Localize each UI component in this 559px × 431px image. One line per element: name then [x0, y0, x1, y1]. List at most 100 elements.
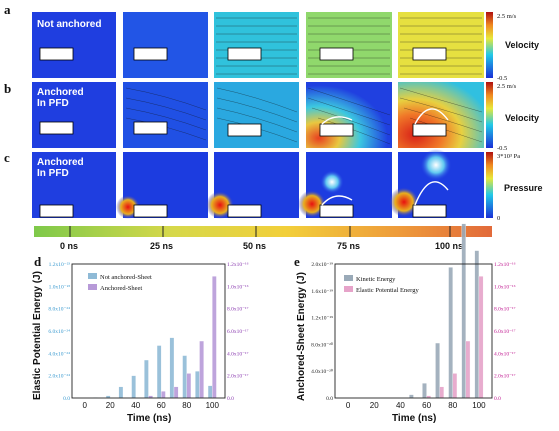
- x-tick-label: 0: [83, 401, 88, 410]
- bar: [478, 276, 484, 399]
- x-tick-label: 0: [346, 401, 351, 410]
- x-tick-label: 40: [131, 401, 140, 410]
- y-axis-label: Anchored-Sheet Energy (J): [296, 272, 307, 401]
- substrate-block: [412, 123, 447, 137]
- velocity-map: [398, 82, 484, 148]
- timeline-label: 50 ns: [243, 241, 266, 251]
- x-tick-label: 100: [206, 401, 220, 410]
- chart-d-ticks-left: 0.0 2.0x10⁻²⁴ 4.0x10⁻²⁴ 6.0x10⁻²⁴ 8.0x10⁻²⁴ 1…: [48, 262, 70, 402]
- timeline-bar: [34, 226, 492, 237]
- chart-d-bars: [93, 276, 217, 399]
- bar: [461, 223, 466, 399]
- x-tick-label: 100: [472, 401, 486, 410]
- y2-tick-label: 0.0: [227, 396, 234, 402]
- bar: [474, 250, 480, 399]
- y-tick-label: 0.0: [326, 396, 333, 402]
- panel-b-row: b Anchored In PFD 2.5 m/s -0.5 Velocity: [4, 81, 539, 152]
- chart-d: d 0.0 2.0x10⁻²⁴ 4.0x10⁻²⁴ 6.0x10⁻²⁴ 8.0x10⁻²…: [32, 254, 249, 424]
- bar: [435, 342, 440, 399]
- x-axis-label: Time (ns): [392, 413, 436, 424]
- timeline-label: 100 ns: [435, 241, 463, 251]
- panel-c-row: c Anchored In PFD 3*10³ Pa 0 Pressure: [4, 149, 543, 222]
- y-tick-label: 0.0: [63, 396, 70, 402]
- velocity-map: [306, 12, 392, 78]
- bar: [212, 276, 217, 399]
- chart-e: e 0.0 4.0x10⁻²⁰ 8.0x10⁻²⁰ 1.2x10⁻¹⁹ 1.6x10⁻¹…: [294, 223, 516, 424]
- legend-label: Not anchored-Sheet: [100, 274, 152, 281]
- y2-tick-label: 4.0x10⁻¹⁷: [494, 351, 516, 357]
- x-tick-label: 80: [182, 401, 191, 410]
- legend-swatch: [344, 286, 353, 292]
- chart-d-xticks: 0 20 40 60 80 100: [83, 401, 220, 410]
- plot-frame: [71, 263, 226, 399]
- velocity-map: [214, 12, 299, 78]
- legend-swatch: [344, 275, 353, 281]
- substrate-block: [319, 204, 354, 218]
- colorbar-max: 2.5 m/s: [497, 13, 517, 20]
- substrate-block: [39, 204, 74, 218]
- legend-label: Kinetic Energy: [356, 276, 396, 283]
- panel-caption: Anchored: [37, 87, 84, 98]
- bar: [452, 373, 458, 399]
- velocity-map: [306, 82, 392, 148]
- y-tick-label: 1.6x10⁻¹⁹: [311, 289, 333, 295]
- colorbar-min: -0.5: [497, 75, 507, 82]
- x-tick-label: 20: [106, 401, 115, 410]
- pressure-lowzone: [420, 149, 452, 181]
- x-tick-label: 80: [448, 401, 457, 410]
- y2-tick-label: 1.2x10⁻¹⁶: [494, 262, 516, 268]
- y-tick-label: 4.0x10⁻²⁴: [48, 351, 70, 357]
- velocity-map: [123, 82, 208, 148]
- sheet-outline: [414, 108, 449, 125]
- colorbar: [486, 152, 493, 218]
- chart-e-bars: [409, 223, 484, 399]
- bar: [409, 394, 414, 399]
- bar: [182, 355, 187, 399]
- chart-e-ticks-right: 0.0 2.0x10⁻¹⁷ 4.0x10⁻¹⁷ 6.0x10⁻¹⁷ 8.0x10⁻¹⁷ 1…: [494, 262, 516, 402]
- x-tick-label: 60: [422, 401, 431, 410]
- panel-caption: In PFD: [37, 98, 69, 109]
- chart-e-ticks-left: 0.0 4.0x10⁻²⁰ 8.0x10⁻²⁰ 1.2x10⁻¹⁹ 1.6x10⁻¹⁹ 2…: [311, 262, 334, 402]
- y-tick-label: 1.0x10⁻²³: [49, 284, 71, 290]
- colorbar-label: Pressure: [504, 183, 543, 193]
- substrate-block: [412, 204, 447, 218]
- panel-caption: Not anchored: [37, 19, 101, 30]
- y2-tick-label: 1.0x10⁻¹⁶: [227, 284, 249, 290]
- bar: [144, 359, 149, 399]
- velocity-map: [32, 82, 116, 148]
- y2-tick-label: 8.0x10⁻¹⁷: [227, 307, 249, 313]
- y-tick-label: 1.2x10⁻¹⁹: [311, 316, 333, 322]
- substrate-block: [133, 121, 168, 135]
- chart-e-xticks: 0 20 40 60 80 100: [346, 401, 486, 410]
- y2-tick-label: 6.0x10⁻¹⁷: [494, 329, 516, 335]
- pressure-lowzone: [320, 170, 344, 194]
- panel-letter: d: [34, 254, 42, 269]
- legend-label: Anchored-Sheet: [100, 285, 142, 292]
- bar: [173, 386, 179, 399]
- substrate-block: [133, 47, 168, 61]
- bar: [207, 385, 213, 399]
- bar: [439, 386, 445, 399]
- panel-caption: Anchored: [37, 157, 84, 168]
- timeline: 0 ns 25 ns 50 ns 75 ns 100 ns: [34, 226, 492, 251]
- substrate-block: [39, 47, 74, 61]
- colorbar: [486, 12, 493, 78]
- x-tick-label: 60: [157, 401, 166, 410]
- sheet-outline: [321, 195, 353, 206]
- x-axis-label: Time (ns): [127, 413, 171, 424]
- colorbar-min: 0: [497, 215, 500, 222]
- y-tick-label: 2.0x10⁻²⁴: [48, 374, 70, 380]
- legend-label: Elastic Potential Energy: [356, 287, 419, 294]
- colorbar-max: 2.5 m/s: [497, 83, 517, 90]
- bar: [199, 340, 204, 399]
- bar: [422, 383, 427, 399]
- legend-swatch: [88, 273, 97, 279]
- y2-tick-label: 0.0: [494, 396, 501, 402]
- panel-letter: e: [294, 254, 300, 269]
- panel-letter: c: [4, 150, 10, 165]
- y2-tick-label: 1.0x10⁻¹⁶: [494, 284, 516, 290]
- substrate-block: [319, 123, 354, 137]
- bar: [186, 373, 192, 399]
- substrate-block: [227, 204, 262, 218]
- velocity-map: [123, 12, 208, 78]
